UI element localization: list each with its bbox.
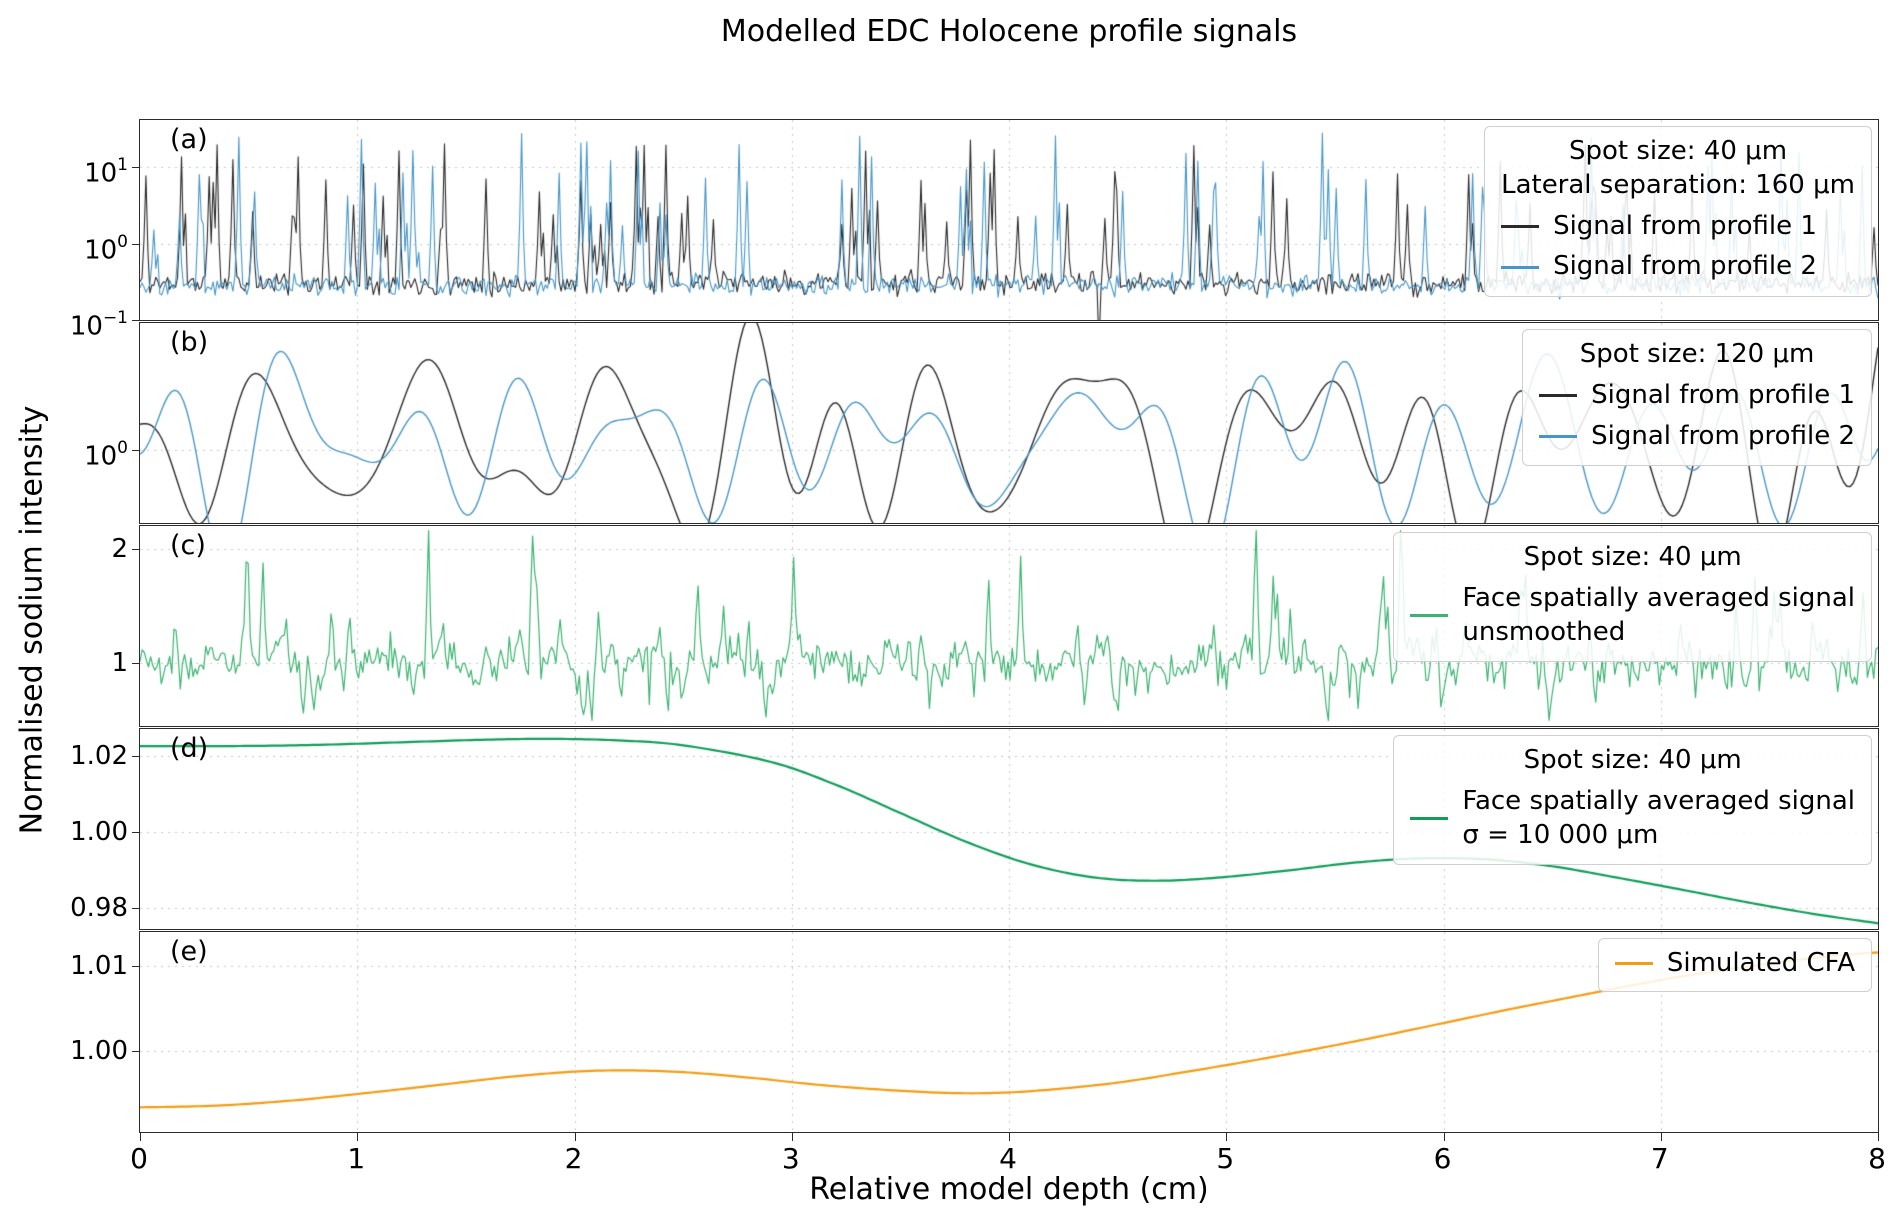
subplot-a-tag: (a) [170, 124, 208, 155]
legend-line-sample [1410, 817, 1449, 821]
legend-entry-label: Face spatially averaged signal σ = 10 00… [1462, 785, 1855, 853]
y-tick-mark [132, 167, 140, 168]
x-tick-mark [1878, 1133, 1879, 1141]
subplot-e-canvas [140, 932, 1878, 1132]
x-tick-label: 5 [1216, 1142, 1235, 1175]
x-tick-label: 1 [347, 1142, 366, 1175]
legend-title-line: Lateral separation: 160 μm [1501, 169, 1855, 200]
legend-line-sample [1501, 224, 1540, 228]
subplot-a-legend: Spot size: 40 μm Lateral separation: 160… [1484, 126, 1872, 298]
x-tick-label: 8 [1868, 1142, 1886, 1175]
subplot-d-legend: Spot size: 40 μm Face spatially averaged… [1393, 735, 1872, 866]
subplot-a: (a) Spot size: 40 μm Lateral separation:… [70, 119, 1879, 342]
subplot-d: (d) Spot size: 40 μm Face spatially aver… [70, 728, 1879, 930]
legend-entry: Face spatially averaged signal unsmoothe… [1410, 582, 1855, 650]
y-tick-label: 101 [84, 155, 128, 189]
x-tick-mark [1444, 1133, 1445, 1141]
subplot-d-tag: (d) [170, 733, 209, 764]
legend-entry-label: Signal from profile 2 [1553, 251, 1817, 282]
legend-title-line: Spot size: 40 μm [1523, 745, 1742, 775]
y-tick-mark [132, 320, 140, 321]
y-tick-mark [132, 756, 140, 757]
y-tick-label: 1.01 [70, 951, 128, 982]
chart-title: Modelled EDC Holocene profile signals [720, 14, 1298, 49]
y-tick-mark [132, 244, 140, 245]
subplot-c-tag: (c) [170, 530, 206, 561]
legend-title: Spot size: 120 μm [1539, 338, 1855, 372]
y-tick-label: 10−1 [69, 308, 128, 342]
legend-line-sample [1410, 614, 1449, 618]
y-tick-label: 2 [111, 533, 128, 564]
legend-entry: Signal from profile 2 [1539, 420, 1855, 454]
x-tick-label: 2 [564, 1142, 583, 1175]
x-tick-mark [140, 1133, 141, 1141]
legend-line-sample [1501, 265, 1540, 269]
y-tick-mark [132, 908, 140, 909]
legend-entry-label: Face spatially averaged signal unsmoothe… [1462, 582, 1855, 650]
subplot-e-tag: (e) [170, 936, 208, 967]
x-tick-mark [575, 1133, 576, 1141]
legend-entry-label-line: Face spatially averaged signal [1462, 582, 1855, 613]
legend-line-sample [1614, 962, 1653, 966]
legend-entry-label-line: unsmoothed [1462, 616, 1626, 647]
legend-entry: Simulated CFA [1614, 947, 1855, 981]
x-tick-mark [1009, 1133, 1010, 1141]
y-tick-mark [132, 663, 140, 664]
legend-entry-label: Simulated CFA [1666, 948, 1855, 978]
y-tick-mark [132, 549, 140, 550]
subplot-e-legend: Simulated CFA [1597, 938, 1872, 992]
y-tick-label: 1.02 [70, 740, 128, 771]
legend-title-line: Spot size: 120 μm [1579, 339, 1815, 369]
x-tick-mark [792, 1133, 793, 1141]
legend-title-line: Spot size: 40 μm [1569, 136, 1788, 166]
y-tick-mark [132, 966, 140, 967]
x-tick-mark [357, 1133, 358, 1141]
legend-entry: Face spatially averaged signal σ = 10 00… [1410, 785, 1855, 853]
subplot-c-legend: Spot size: 40 μm Face spatially averaged… [1393, 532, 1872, 663]
x-tick-mark [1226, 1133, 1227, 1141]
legend-line-sample [1539, 394, 1578, 398]
y-tick-label: 1.00 [70, 817, 128, 848]
y-tick-label: 100 [84, 231, 128, 266]
legend-entry-label: Signal from profile 1 [1591, 379, 1855, 410]
subplot-b: (b) Spot size: 120 μm Signal from profil… [84, 322, 1879, 524]
subplot-b-tag: (b) [170, 327, 209, 358]
y-tick-mark [132, 1051, 140, 1052]
subplot-e: (e) Simulated CFA 1.01 1.00 [70, 931, 1879, 1141]
x-tick-label: 7 [1650, 1142, 1669, 1175]
legend-entry: Signal from profile 1 [1501, 210, 1855, 244]
x-tick-mark [1661, 1133, 1662, 1141]
legend-line-sample [1539, 434, 1578, 438]
legend-title: Spot size: 40 μm [1410, 744, 1855, 778]
y-tick-label: 1 [111, 648, 128, 679]
legend-entry-label: Signal from profile 1 [1553, 210, 1817, 241]
y-tick-label: 0.98 [70, 893, 128, 924]
legend-entry-label-line: Face spatially averaged signal [1462, 785, 1855, 816]
legend-title: Spot size: 40 μm [1410, 541, 1855, 575]
legend-entry-label: Signal from profile 2 [1591, 420, 1855, 451]
legend-entry-label-line: σ = 10 000 μm [1462, 819, 1659, 850]
subplot-b-legend: Spot size: 120 μm Signal from profile 1 … [1522, 329, 1872, 467]
y-tick-mark [132, 832, 140, 833]
legend-entry: Signal from profile 2 [1501, 250, 1855, 284]
y-tick-label: 1.00 [70, 1036, 128, 1067]
x-axis-label: Relative model depth (cm) [809, 1172, 1209, 1207]
y-tick-mark [132, 450, 140, 451]
legend-title: Spot size: 40 μm Lateral separation: 160… [1501, 135, 1855, 203]
legend-entry: Signal from profile 1 [1539, 379, 1855, 413]
y-tick-label: 100 [84, 437, 128, 472]
x-tick-label: 4 [999, 1142, 1017, 1175]
x-tick-label: 0 [130, 1142, 148, 1175]
subplot-c: (c) Spot size: 40 μm Face spatially aver… [111, 525, 1879, 727]
x-tick-label: 6 [1433, 1142, 1452, 1175]
legend-title-line: Spot size: 40 μm [1523, 542, 1742, 572]
x-tick-label: 3 [781, 1142, 800, 1175]
